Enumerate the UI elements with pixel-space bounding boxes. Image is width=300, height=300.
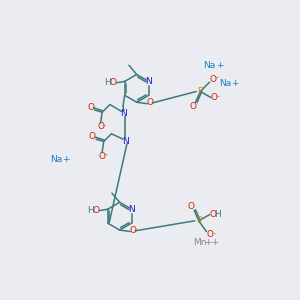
Text: H: H — [214, 210, 221, 219]
Text: N: N — [122, 137, 129, 146]
Text: H: H — [104, 78, 111, 87]
Bar — [211, 76, 214, 82]
Bar — [208, 232, 211, 237]
Bar — [189, 203, 193, 209]
Text: Na: Na — [203, 61, 216, 70]
Bar — [211, 212, 214, 217]
Bar — [122, 111, 126, 116]
Text: O: O — [209, 75, 216, 84]
Text: +: + — [231, 79, 238, 88]
Text: ⁻: ⁻ — [211, 230, 216, 239]
Bar — [131, 228, 135, 233]
Bar — [99, 124, 102, 130]
Bar — [130, 207, 134, 212]
Bar — [89, 105, 92, 110]
Text: O: O — [146, 98, 153, 107]
Text: O: O — [87, 103, 94, 112]
Text: +: + — [62, 155, 69, 164]
Bar — [100, 153, 104, 159]
Bar — [111, 80, 115, 85]
Text: O: O — [211, 93, 218, 102]
Text: ⁻: ⁻ — [101, 122, 106, 131]
Bar — [197, 218, 200, 224]
Text: ⁻: ⁻ — [216, 93, 220, 102]
Text: O: O — [129, 226, 136, 235]
Text: N: N — [146, 77, 152, 86]
Text: O: O — [189, 102, 196, 111]
Text: O: O — [188, 202, 194, 211]
Bar — [148, 100, 152, 106]
Text: ⁻: ⁻ — [214, 75, 219, 84]
Text: ++: ++ — [204, 238, 219, 247]
Text: N: N — [121, 109, 127, 118]
Bar — [191, 103, 194, 109]
Text: O: O — [206, 230, 213, 239]
Text: Na: Na — [50, 155, 62, 164]
Text: P: P — [196, 216, 201, 225]
Bar — [90, 134, 94, 140]
Text: H: H — [87, 206, 94, 214]
Text: O: O — [92, 206, 99, 214]
Text: O: O — [209, 210, 216, 219]
Text: O: O — [110, 78, 116, 87]
Text: Na: Na — [219, 79, 231, 88]
Bar — [147, 79, 151, 84]
Text: O: O — [99, 152, 106, 160]
Text: O: O — [97, 122, 104, 131]
Bar — [199, 89, 202, 94]
Text: ⁻: ⁻ — [103, 152, 107, 160]
Bar — [124, 139, 127, 144]
Text: O: O — [88, 132, 96, 141]
Bar — [212, 95, 216, 100]
Text: N: N — [128, 205, 135, 214]
Bar — [94, 207, 98, 213]
Text: P: P — [198, 87, 203, 96]
Text: +: + — [216, 61, 224, 70]
Text: Mn: Mn — [194, 238, 207, 247]
